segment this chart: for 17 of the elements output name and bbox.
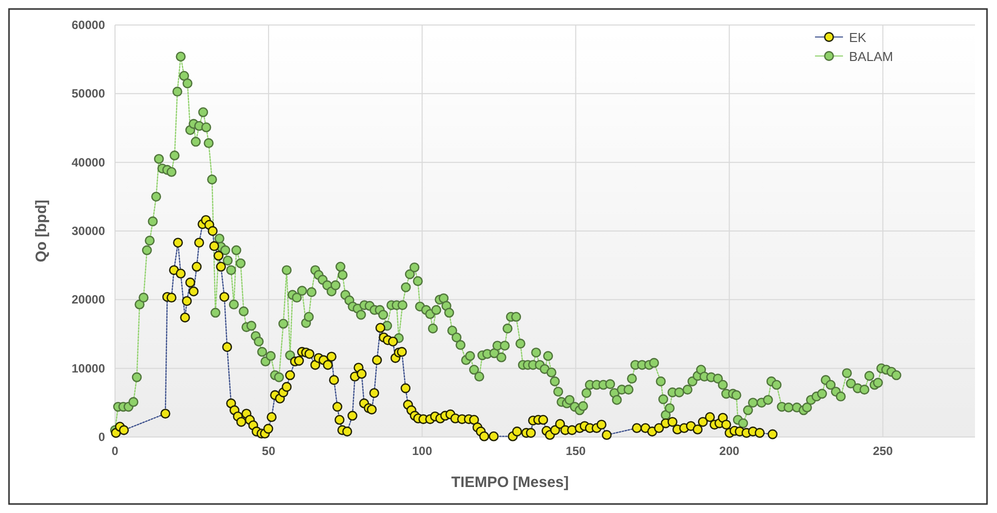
y-tick-label: 60000	[72, 18, 106, 32]
x-tick-label: 250	[872, 444, 894, 458]
legend-label: EK	[849, 30, 867, 45]
y-tick-label: 0	[98, 430, 106, 444]
y-tick-label: 50000	[72, 86, 106, 101]
y-tick-label: 30000	[72, 224, 106, 238]
y-axis-title: Qo [bpd]	[33, 200, 50, 262]
x-tick-label: 200	[719, 444, 740, 458]
x-axis-title: TIEMPO [Meses]	[451, 474, 569, 491]
legend-label: BALAM	[849, 49, 894, 64]
x-tick-label: 0	[112, 444, 119, 458]
x-tick-label: 150	[566, 444, 586, 458]
y-tick-label: 20000	[72, 292, 106, 307]
y-tick-label: 10000	[72, 361, 106, 376]
x-tick-label: 100	[412, 444, 432, 458]
y-tick-label: 40000	[72, 155, 106, 170]
x-tick-label: 50	[262, 444, 276, 458]
